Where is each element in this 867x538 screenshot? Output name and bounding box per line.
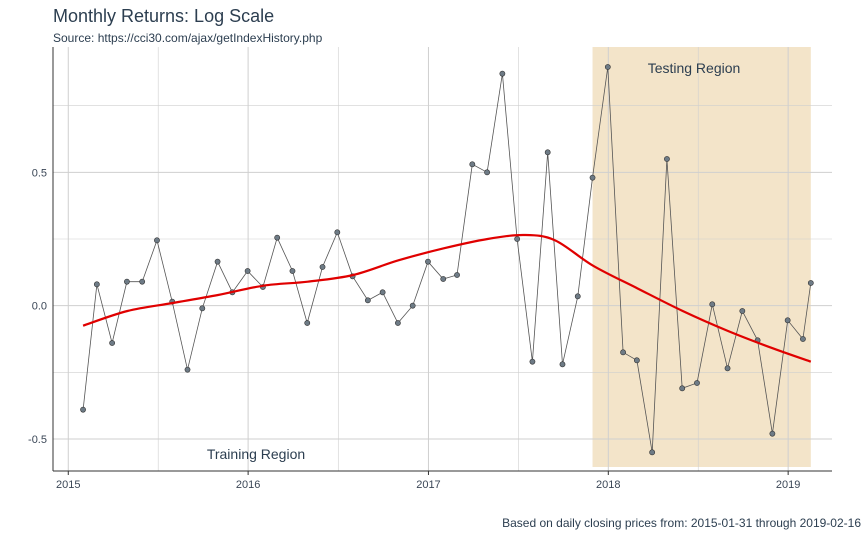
monthly-return-point [304,320,311,326]
y-tick-label: -0.5 [28,434,47,446]
monthly-return-point [709,301,716,308]
monthly-return-point [334,229,341,236]
monthly-return-point [664,156,670,162]
monthly-return-point [800,336,806,342]
monthly-return-point [379,289,386,296]
monthly-return-point [589,174,596,181]
monthly-return-point [425,258,431,265]
monthly-return-point [574,293,581,300]
monthly-return-point [154,237,160,244]
monthly-return-point [124,278,130,285]
grid-layer [53,47,832,471]
x-tick-label: 2016 [236,479,260,491]
monthly-return-point [469,161,476,168]
x-tick-label: 2018 [596,479,620,491]
monthly-return-point [289,268,296,274]
monthly-return-point [395,320,401,326]
monthly-return-point [499,70,506,77]
monthly-return-point [274,234,281,241]
monthly-return-point [604,64,611,70]
monthly-return-point [739,308,746,314]
training-region-label: Training Region [207,446,305,462]
monthly-return-point [620,349,626,356]
monthly-return-point [484,169,490,176]
monthly-return-point [544,149,551,156]
monthly-return-point [364,297,371,304]
x-tick-label: 2015 [56,479,80,491]
monthly-return-point [319,264,326,270]
series-points-layer [80,64,814,456]
monthly-return-point [807,280,814,286]
monthly-return-point [769,430,776,437]
chart-subtitle: Source: https://cci30.com/ajax/getIndexH… [53,31,323,45]
monthly-return-point [514,236,521,242]
trend-line [82,233,812,363]
monthly-return-point [559,361,566,368]
testing-region-label: Testing Region [648,60,741,76]
chart-title: Monthly Returns: Log Scale [53,6,275,26]
monthly-return-point [93,281,100,288]
x-tick-label: 2019 [776,479,800,491]
monthly-return-point [724,365,731,372]
trend-line-layer [82,233,812,363]
testing-region-band [592,47,811,467]
monthly-return-point [139,278,146,285]
monthly-return-point [440,276,447,282]
y-tick-label: 0.0 [32,301,47,313]
monthly-return-point [649,449,656,456]
monthly-return-point [454,272,460,278]
monthly-return-point [244,268,251,274]
y-tick-label: 0.5 [32,167,47,179]
monthly-return-point [784,317,791,324]
testing-region-layer [592,47,811,467]
axes-layer: -0.5 0.0 0.5 2015 2016 2017 2018 2019 [28,47,832,491]
monthly-return-point [409,302,416,309]
monthly-return-point [109,340,116,346]
region-labels-layer: Training Region Testing Region [207,60,740,462]
monthly-return-point [633,357,640,364]
monthly-return-point [80,406,86,413]
monthly-return-point [529,358,536,365]
monthly-return-point [679,385,686,392]
monthly-return-point [214,258,221,265]
monthly-return-point [694,380,700,386]
x-tick-label: 2017 [416,479,440,491]
chart-caption: Based on daily closing prices from: 2015… [502,516,861,530]
monthly-return-point [199,305,206,312]
monthly-return-point [184,366,191,373]
